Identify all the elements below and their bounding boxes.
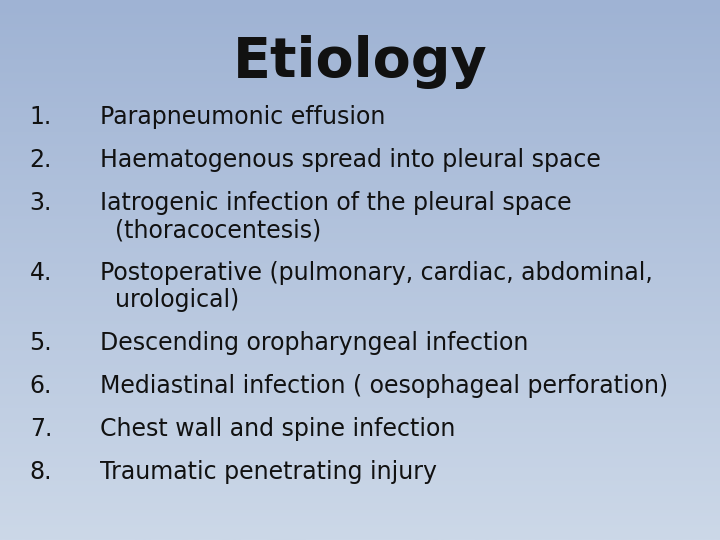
Text: Postoperative (pulmonary, cardiac, abdominal,: Postoperative (pulmonary, cardiac, abdom… xyxy=(100,261,653,285)
Text: Mediastinal infection ( oesophageal perforation): Mediastinal infection ( oesophageal perf… xyxy=(100,374,668,398)
Text: urological): urological) xyxy=(115,288,239,312)
Text: Iatrogenic infection of the pleural space: Iatrogenic infection of the pleural spac… xyxy=(100,191,572,215)
Text: Chest wall and spine infection: Chest wall and spine infection xyxy=(100,417,455,441)
Text: 3.: 3. xyxy=(30,191,52,215)
Text: Descending oropharyngeal infection: Descending oropharyngeal infection xyxy=(100,331,528,355)
Text: 6.: 6. xyxy=(30,374,52,398)
Text: Etiology: Etiology xyxy=(233,35,487,89)
Text: 1.: 1. xyxy=(30,105,52,129)
Text: 2.: 2. xyxy=(30,148,52,172)
Text: Haematogenous spread into pleural space: Haematogenous spread into pleural space xyxy=(100,148,601,172)
Text: Traumatic penetrating injury: Traumatic penetrating injury xyxy=(100,460,437,484)
Text: 7.: 7. xyxy=(30,417,52,441)
Text: 8.: 8. xyxy=(30,460,52,484)
Text: 4.: 4. xyxy=(30,261,52,285)
Text: 5.: 5. xyxy=(30,331,52,355)
Text: (thoracocentesis): (thoracocentesis) xyxy=(115,218,321,242)
Text: Parapneumonic effusion: Parapneumonic effusion xyxy=(100,105,385,129)
